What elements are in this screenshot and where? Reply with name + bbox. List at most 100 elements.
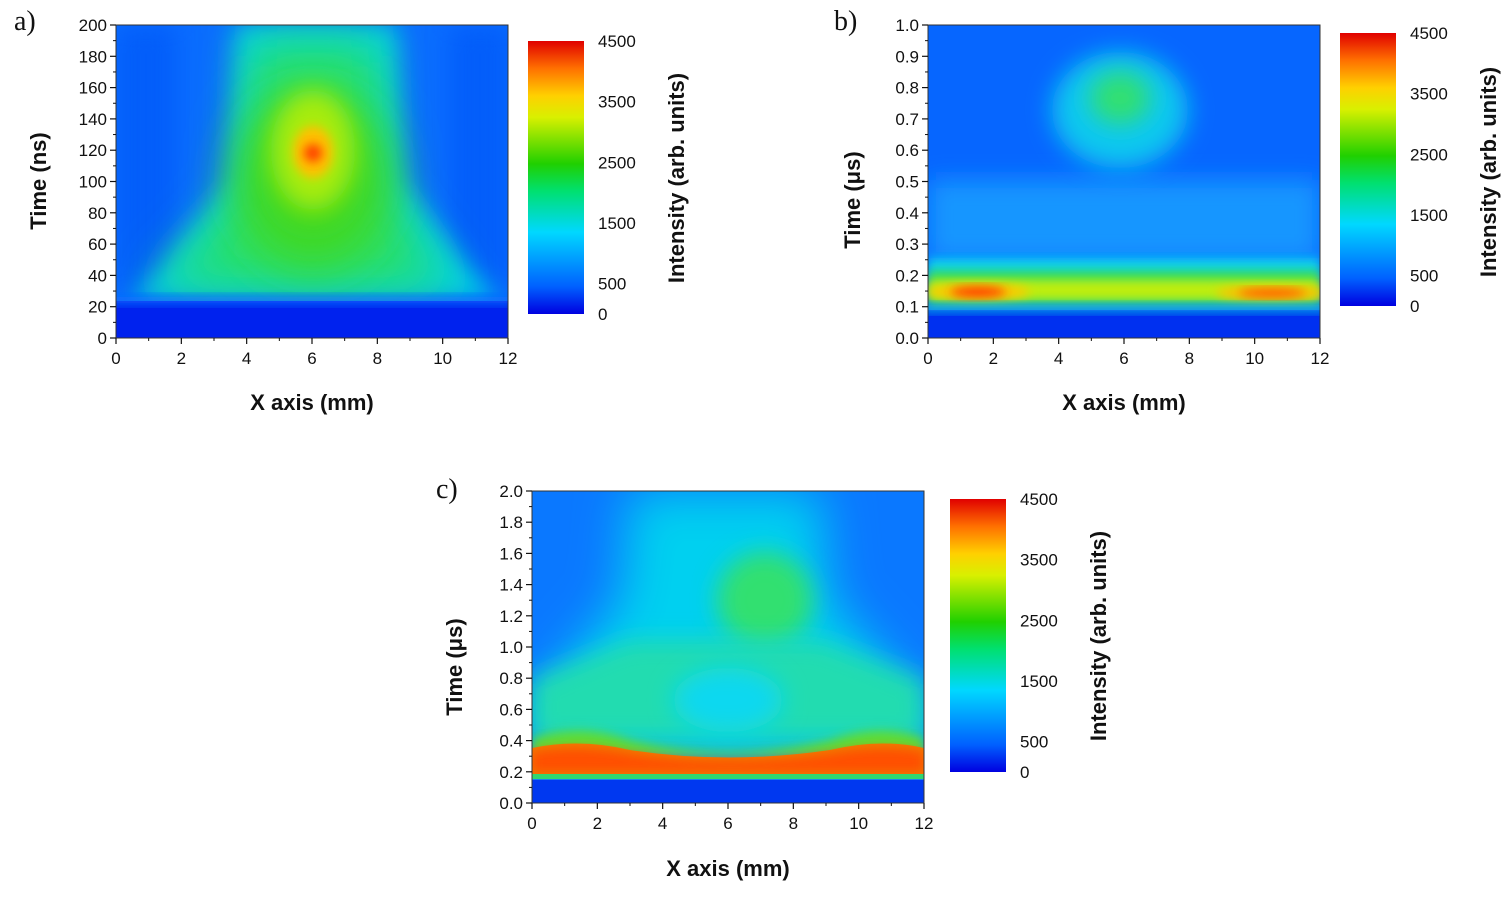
y-tick-label: 0.9 [895, 47, 919, 66]
x-tick-label: 4 [1054, 349, 1063, 368]
x-tick-label: 10 [1245, 349, 1264, 368]
colorbar-tick-label: 2500 [598, 153, 636, 172]
panel-c-y-label: Time (μs) [442, 618, 467, 715]
panel-b-label: b) [834, 6, 857, 37]
y-tick-label: 0.6 [895, 141, 919, 160]
colorbar-tick-label: 3500 [1020, 551, 1058, 570]
y-tick-label: 20 [88, 298, 107, 317]
y-tick-label: 0.4 [499, 732, 523, 751]
y-tick-label: 160 [79, 79, 107, 98]
colorbar-tick-label: 3500 [1410, 85, 1448, 104]
x-tick-label: 12 [1311, 349, 1330, 368]
x-tick-label: 12 [915, 814, 934, 833]
panel-c-colorbar-label: Intensity (arb. units) [1086, 531, 1111, 741]
panel-b-x-label: X axis (mm) [1062, 390, 1186, 415]
x-tick-label: 2 [177, 349, 186, 368]
x-tick-label: 2 [593, 814, 602, 833]
panel-a-y-axis: 0 20 40 60 80 100 120 140 160 180 200 [79, 16, 116, 348]
y-tick-label: 120 [79, 141, 107, 160]
x-tick-label: 0 [923, 349, 932, 368]
y-tick-label: 0.7 [895, 110, 919, 129]
x-tick-label: 6 [307, 349, 316, 368]
y-tick-label: 1.8 [499, 513, 523, 532]
colorbar-tick-label: 4500 [1020, 490, 1058, 509]
panel-c: c) 0.0 0.2 0.4 0.6 0.8 1.0 1.2 1.4 1.6 1.8 2.0 0 2 4… [436, 474, 1111, 881]
y-tick-label: 80 [88, 204, 107, 223]
y-tick-label: 60 [88, 235, 107, 254]
x-tick-label: 10 [849, 814, 868, 833]
colorbar-tick-label: 500 [1410, 267, 1438, 286]
colorbar-tick-label: 1500 [1410, 206, 1448, 225]
y-tick-label: 180 [79, 47, 107, 66]
x-tick-label: 2 [989, 349, 998, 368]
panel-a-colorbar-label: Intensity (arb. units) [664, 73, 689, 283]
colorbar-tick-label: 4500 [1410, 24, 1448, 43]
y-tick-label: 1.0 [895, 16, 919, 35]
x-tick-label: 8 [373, 349, 382, 368]
panel-c-x-axis: 0 2 4 6 8 10 12 [527, 803, 933, 833]
x-tick-label: 0 [111, 349, 120, 368]
colorbar-tick-label: 2500 [1410, 145, 1448, 164]
colorbar-tick-label: 4500 [598, 32, 636, 51]
panel-a-x-axis: 0 2 4 6 8 10 12 [111, 338, 517, 368]
colorbar-tick-label: 0 [1410, 297, 1419, 316]
panel-a-colorbar [528, 41, 584, 314]
panel-a-colorbar-ticks: 0 500 1500 2500 3500 4500 [598, 32, 636, 324]
y-tick-label: 100 [79, 173, 107, 192]
panel-c-y-axis: 0.0 0.2 0.4 0.6 0.8 1.0 1.2 1.4 1.6 1.8 2.0 [499, 482, 532, 813]
colorbar-tick-label: 3500 [598, 93, 636, 112]
colorbar-tick-label: 500 [598, 275, 626, 294]
y-tick-label: 0.2 [499, 763, 523, 782]
panel-c-heatmap [532, 491, 924, 803]
y-tick-label: 0.4 [895, 204, 919, 223]
panel-b-colorbar [1340, 33, 1396, 306]
y-tick-label: 0.8 [895, 79, 919, 98]
panel-b: b) 0.0 0.1 0.2 0.3 0.4 0.5 0.6 0.7 0.8 0.9 1.0 0 2 4… [834, 6, 1501, 415]
panel-c-label: c) [436, 474, 458, 505]
y-tick-label: 0.1 [895, 298, 919, 317]
y-tick-label: 40 [88, 266, 107, 285]
y-tick-label: 2.0 [499, 482, 523, 501]
y-tick-label: 1.2 [499, 607, 523, 626]
panel-b-x-axis: 0 2 4 6 8 10 12 [923, 338, 1329, 368]
y-tick-label: 1.4 [499, 576, 523, 595]
y-tick-label: 200 [79, 16, 107, 35]
colorbar-tick-label: 2500 [1020, 611, 1058, 630]
x-tick-label: 4 [658, 814, 667, 833]
y-tick-label: 1.6 [499, 544, 523, 563]
panel-c-colorbar-ticks: 0 500 1500 2500 3500 4500 [1020, 490, 1058, 782]
panel-a-x-label: X axis (mm) [250, 390, 374, 415]
x-tick-label: 6 [1119, 349, 1128, 368]
colorbar-tick-label: 1500 [1020, 672, 1058, 691]
y-tick-label: 0 [98, 329, 107, 348]
y-tick-label: 0.6 [499, 700, 523, 719]
x-tick-label: 12 [499, 349, 518, 368]
x-tick-label: 10 [433, 349, 452, 368]
y-tick-label: 0.2 [895, 266, 919, 285]
x-tick-label: 8 [789, 814, 798, 833]
x-tick-label: 0 [527, 814, 536, 833]
panel-c-colorbar [950, 499, 1006, 772]
panel-a-heatmap [116, 25, 508, 338]
panel-b-y-label: Time (μs) [840, 151, 865, 248]
panel-a-y-label: Time (ns) [26, 132, 51, 229]
y-tick-label: 0.8 [499, 669, 523, 688]
y-tick-label: 0.5 [895, 173, 919, 192]
y-tick-label: 0.0 [895, 329, 919, 348]
y-tick-label: 1.0 [499, 638, 523, 657]
x-tick-label: 8 [1185, 349, 1194, 368]
panel-a-label: a) [14, 6, 36, 37]
x-tick-label: 4 [242, 349, 251, 368]
panel-c-x-label: X axis (mm) [666, 856, 790, 881]
panel-b-y-axis: 0.0 0.1 0.2 0.3 0.4 0.5 0.6 0.7 0.8 0.9 1.0 [895, 16, 928, 348]
x-tick-label: 6 [723, 814, 732, 833]
colorbar-tick-label: 1500 [598, 214, 636, 233]
colorbar-tick-label: 0 [598, 305, 607, 324]
y-tick-label: 0.3 [895, 235, 919, 254]
panel-b-heatmap [928, 25, 1320, 338]
panel-b-colorbar-label: Intensity (arb. units) [1476, 67, 1501, 277]
y-tick-label: 140 [79, 110, 107, 129]
panel-b-colorbar-ticks: 0 500 1500 2500 3500 4500 [1410, 24, 1448, 316]
